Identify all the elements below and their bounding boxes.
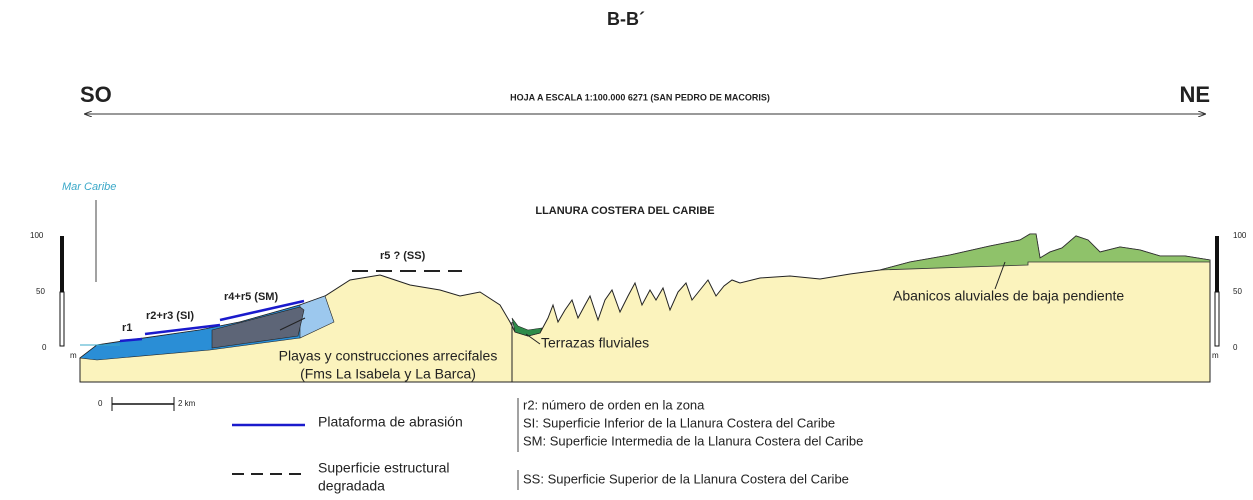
scale-tick: 100	[1233, 231, 1247, 240]
scale-tick: 100	[30, 231, 44, 240]
scale-tick: 50	[36, 287, 45, 296]
scale-unit: m	[70, 351, 77, 360]
note: SI: Superficie Inferior de la Llanura Co…	[523, 415, 835, 430]
unit-label: (Fms La Isabela y La Barca)	[300, 366, 476, 382]
region-label: LLANURA COSTERA DEL CARIBE	[535, 205, 714, 217]
distance-scale: 0 2 km	[98, 397, 196, 411]
note: SS: Superficie Superior de la Llanura Co…	[523, 471, 849, 486]
scale-segment	[60, 292, 64, 346]
basement	[80, 234, 1210, 382]
scale-label: 0	[98, 399, 103, 408]
legend-label: Superficie estructural	[318, 460, 450, 476]
surface-label: r1	[122, 322, 132, 334]
note: r2: número de orden en la zona	[523, 397, 705, 412]
legend-label: Plataforma de abrasión	[318, 414, 463, 430]
scale-segment	[60, 236, 64, 292]
unit-label: Terrazas fluviales	[541, 335, 649, 351]
surface-label: r4+r5 (SM)	[224, 291, 278, 303]
left-direction: SO	[80, 82, 112, 107]
title: B-B´	[607, 9, 645, 29]
scale-segment	[1215, 236, 1219, 292]
cross-section: B-B´ SO NE HOJA A ESCALA 1:100.000 6271 …	[0, 0, 1253, 500]
scale-unit: m	[1212, 351, 1219, 360]
scale-tick: 0	[1233, 343, 1238, 352]
unit-label: Abanicos aluviales de baja pendiente	[893, 288, 1124, 304]
vertical-scale-right: 100 50 0 m	[1212, 231, 1247, 360]
scale-label: 2 km	[178, 399, 196, 408]
scale-tick: 0	[42, 343, 47, 352]
sea-label: Mar Caribe	[62, 181, 116, 193]
sheet: HOJA A ESCALA 1:100.000 6271 (SAN PEDRO …	[510, 92, 770, 102]
surface-label: r2+r3 (SI)	[146, 310, 194, 322]
vertical-scale-left: 100 50 0 m	[30, 231, 77, 360]
surface-label: r5 ? (SS)	[380, 250, 426, 262]
note: SM: Superficie Intermedia de la Llanura …	[523, 433, 863, 448]
right-direction: NE	[1179, 82, 1210, 107]
scale-tick: 50	[1233, 287, 1242, 296]
legend-label: degradada	[318, 478, 385, 494]
scale-segment	[1215, 292, 1219, 346]
unit-label: Playas y construcciones arrecifales	[279, 348, 498, 364]
